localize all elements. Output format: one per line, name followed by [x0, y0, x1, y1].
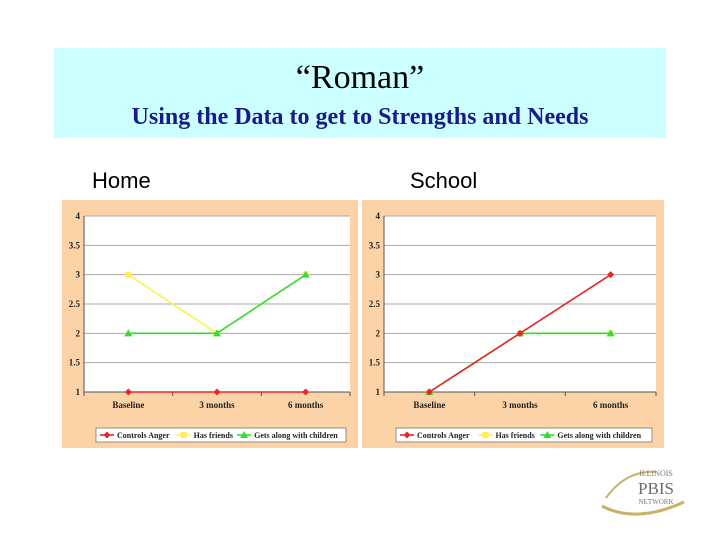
slide-title: “Roman”: [295, 59, 425, 96]
y-tick-label: 3: [376, 270, 381, 280]
data-point: [606, 329, 615, 337]
data-point: [425, 388, 433, 396]
logo-arc: [605, 470, 657, 499]
legend-label: Has friends: [194, 431, 233, 440]
x-tick-label: 6 months: [288, 400, 324, 410]
legend-marker: [240, 431, 249, 438]
x-tick-label: 3 months: [502, 400, 538, 410]
legend-item: Gets along with children: [540, 431, 642, 440]
legend: Controls Anger Has friends Gets along with…: [395, 427, 653, 443]
legend-label: Controls Anger: [117, 431, 170, 440]
y-tick-label: 4: [376, 211, 381, 221]
y-tick-label: 2: [376, 328, 381, 338]
x-tick-label: Baseline: [112, 400, 144, 410]
y-tick-label: 2.5: [369, 299, 381, 309]
legend-marker: [180, 432, 187, 438]
legend-item: Gets along with children: [237, 431, 338, 440]
legend-item: Controls Anger: [400, 431, 470, 440]
x-tick-label: 6 months: [593, 400, 629, 410]
data-point: [213, 388, 221, 396]
legend-label: Controls Anger: [417, 431, 470, 440]
y-tick-label: 1.5: [369, 358, 381, 368]
logo-line1: ILLINOIS: [639, 469, 673, 478]
series-controls-anger: [124, 388, 310, 396]
y-tick-label: 3.5: [369, 240, 381, 250]
data-point: [302, 388, 310, 396]
y-tick-label: 2: [76, 328, 81, 338]
title-banner: “Roman” Using the Data to get to Strengt…: [54, 48, 666, 138]
series-gets-along-with-children: [124, 270, 310, 337]
legend-marker: [543, 431, 552, 438]
legend-box: [95, 427, 347, 443]
data-point: [516, 329, 524, 337]
school-label: School: [410, 168, 478, 193]
y-tick-label: 1: [76, 387, 81, 397]
legend-label: Has friends: [495, 431, 534, 440]
school-chart: 1 1.5 2 2.5 3 3.5 4 Baseline 3 months 6 months Con…: [362, 200, 664, 448]
y-tick-label: 4: [76, 211, 81, 221]
legend-item: Has friends: [176, 431, 233, 440]
pbis-logo: ILLINOIS PBIS NETWORK: [601, 469, 685, 516]
legend-marker: [403, 431, 411, 439]
y-tick-label: 2.5: [69, 299, 81, 309]
y-tick-label: 3: [76, 270, 81, 280]
logo-swoosh: [601, 500, 685, 516]
data-point: [124, 388, 132, 396]
legend-marker: [482, 432, 489, 438]
legend-item: Controls Anger: [100, 431, 170, 440]
legend-box: [395, 427, 653, 443]
data-point: [607, 271, 615, 279]
data-point: [125, 271, 132, 278]
logo-line2: PBIS: [638, 479, 674, 498]
home-chart: 1 1.5 2 2.5 3 3.5 4 Baseline 3 months 6 months Con…: [62, 200, 358, 448]
x-tick-label: Baseline: [413, 400, 445, 410]
y-tick-label: 3.5: [69, 240, 81, 250]
data-point: [213, 329, 221, 337]
x-tick-label: 3 months: [199, 400, 235, 410]
legend: Controls Anger Has friends Gets along with…: [95, 427, 347, 443]
slide-subtitle: Using the Data to get to Strengths and N…: [131, 104, 589, 130]
y-tick-label: 1.5: [69, 358, 81, 368]
y-tick-label: 1: [376, 387, 381, 397]
legend-label: Gets along with children: [254, 431, 338, 440]
data-point: [301, 270, 310, 278]
legend-item: Has friends: [478, 431, 535, 440]
legend-marker: [103, 431, 111, 439]
logo-line3: NETWORK: [639, 498, 674, 506]
series-controls-anger: [425, 271, 615, 396]
legend-label: Gets along with children: [557, 431, 641, 440]
home-label: Home: [92, 168, 151, 193]
data-point: [124, 329, 133, 337]
